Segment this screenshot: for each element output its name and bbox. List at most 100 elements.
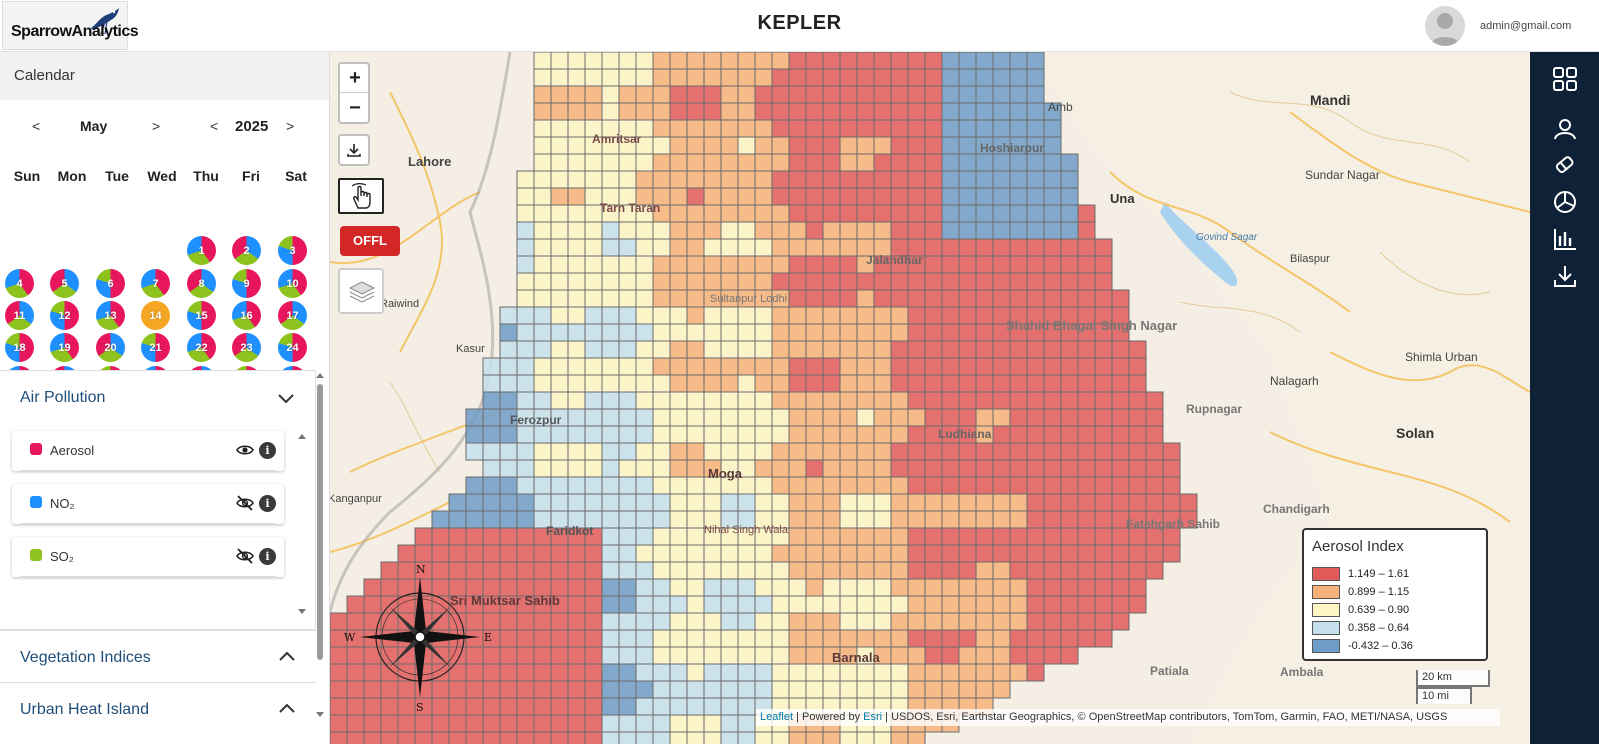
grid-cell[interactable]	[771, 408, 790, 427]
grid-cell[interactable]	[873, 119, 892, 138]
grid-cell[interactable]	[669, 476, 688, 495]
grid-cell[interactable]	[788, 374, 807, 393]
grid-cell[interactable]	[958, 442, 977, 461]
grid-cell[interactable]	[958, 476, 977, 495]
grid-cell[interactable]	[380, 663, 399, 682]
grid-cell[interactable]	[601, 289, 620, 308]
grid-cell[interactable]	[686, 714, 705, 733]
grid-cell[interactable]	[652, 323, 671, 342]
grid-cell[interactable]	[550, 136, 569, 155]
calendar-day[interactable]: 20	[96, 333, 125, 362]
grid-cell[interactable]	[873, 493, 892, 512]
grid-cell[interactable]	[550, 442, 569, 461]
grid-cell[interactable]	[1043, 425, 1062, 444]
grid-cell[interactable]	[330, 646, 348, 665]
grid-cell[interactable]	[601, 527, 620, 546]
grid-cell[interactable]	[822, 612, 841, 631]
grid-cell[interactable]	[703, 52, 722, 70]
grid-cell[interactable]	[975, 68, 994, 87]
grid-cell[interactable]	[465, 646, 484, 665]
grid-cell[interactable]	[1009, 221, 1028, 240]
grid-cell[interactable]	[703, 102, 722, 121]
panel-scrollbar[interactable]	[314, 370, 326, 742]
grid-cell[interactable]	[584, 561, 603, 580]
grid-cell[interactable]	[1009, 272, 1028, 291]
grid-cell[interactable]	[584, 238, 603, 257]
grid-cell[interactable]	[822, 340, 841, 359]
grid-cell[interactable]	[771, 459, 790, 478]
grid-cell[interactable]	[1094, 442, 1113, 461]
grid-cell[interactable]	[941, 255, 960, 274]
grid-cell[interactable]	[924, 52, 943, 70]
grid-cell[interactable]	[431, 714, 450, 733]
grid-cell[interactable]	[720, 204, 739, 223]
grid-cell[interactable]	[788, 289, 807, 308]
grid-cell[interactable]	[737, 714, 756, 733]
grid-cell[interactable]	[584, 357, 603, 376]
grid-cell[interactable]	[737, 255, 756, 274]
grid-cell[interactable]	[822, 527, 841, 546]
grid-cell[interactable]	[873, 102, 892, 121]
grid-cell[interactable]	[1179, 510, 1198, 529]
grid-cell[interactable]	[720, 85, 739, 104]
grid-cell[interactable]	[635, 629, 654, 648]
grid-cell[interactable]	[822, 119, 841, 138]
grid-cell[interactable]	[737, 731, 756, 744]
grid-cell[interactable]	[822, 663, 841, 682]
grid-cell[interactable]	[1026, 102, 1045, 121]
grid-cell[interactable]	[805, 680, 824, 699]
grid-cell[interactable]	[499, 561, 518, 580]
grid-cell[interactable]	[924, 680, 943, 699]
map-view[interactable]: Lahore Amritsar Tarn Taran Kasur Ferozpu…	[330, 52, 1530, 744]
grid-cell[interactable]	[975, 238, 994, 257]
grid-cell[interactable]	[584, 544, 603, 563]
grid-cell[interactable]	[601, 493, 620, 512]
grid-cell[interactable]	[533, 493, 552, 512]
grid-cell[interactable]	[992, 680, 1011, 699]
grid-cell[interactable]	[975, 544, 994, 563]
grid-cell[interactable]	[958, 323, 977, 342]
grid-cell[interactable]	[771, 204, 790, 223]
grid-cell[interactable]	[907, 425, 926, 444]
grid-cell[interactable]	[924, 238, 943, 257]
grid-cell[interactable]	[669, 306, 688, 325]
grid-cell[interactable]	[1094, 493, 1113, 512]
grid-cell[interactable]	[1077, 442, 1096, 461]
grid-cell[interactable]	[1162, 476, 1181, 495]
grid-cell[interactable]	[635, 510, 654, 529]
grid-cell[interactable]	[533, 238, 552, 257]
grid-cell[interactable]	[686, 289, 705, 308]
grid-cell[interactable]	[1026, 442, 1045, 461]
grid-cell[interactable]	[907, 221, 926, 240]
grid-cell[interactable]	[482, 493, 501, 512]
grid-cell[interactable]	[737, 425, 756, 444]
grid-cell[interactable]	[941, 357, 960, 376]
grid-cell[interactable]	[567, 306, 586, 325]
grid-cell[interactable]	[1009, 476, 1028, 495]
grid-cell[interactable]	[958, 527, 977, 546]
grid-cell[interactable]	[992, 578, 1011, 597]
grid-cell[interactable]	[482, 357, 501, 376]
grid-cell[interactable]	[839, 272, 858, 291]
grid-cell[interactable]	[958, 136, 977, 155]
grid-cell[interactable]	[1094, 340, 1113, 359]
grid-cell[interactable]	[805, 731, 824, 744]
grid-cell[interactable]	[1077, 595, 1096, 614]
grid-cell[interactable]	[618, 527, 637, 546]
grid-cell[interactable]	[856, 425, 875, 444]
grid-cell[interactable]	[737, 204, 756, 223]
grid-cell[interactable]	[1009, 187, 1028, 206]
grid-cell[interactable]	[618, 510, 637, 529]
grid-cell[interactable]	[958, 119, 977, 138]
grid-cell[interactable]	[584, 578, 603, 597]
grid-cell[interactable]	[516, 187, 535, 206]
grid-cell[interactable]	[703, 374, 722, 393]
grid-cell[interactable]	[822, 493, 841, 512]
grid-cell[interactable]	[924, 68, 943, 87]
grid-cell[interactable]	[1026, 221, 1045, 240]
grid-cell[interactable]	[839, 170, 858, 189]
grid-cell[interactable]	[720, 187, 739, 206]
grid-cell[interactable]	[788, 408, 807, 427]
grid-cell[interactable]	[618, 442, 637, 461]
grid-cell[interactable]	[822, 238, 841, 257]
